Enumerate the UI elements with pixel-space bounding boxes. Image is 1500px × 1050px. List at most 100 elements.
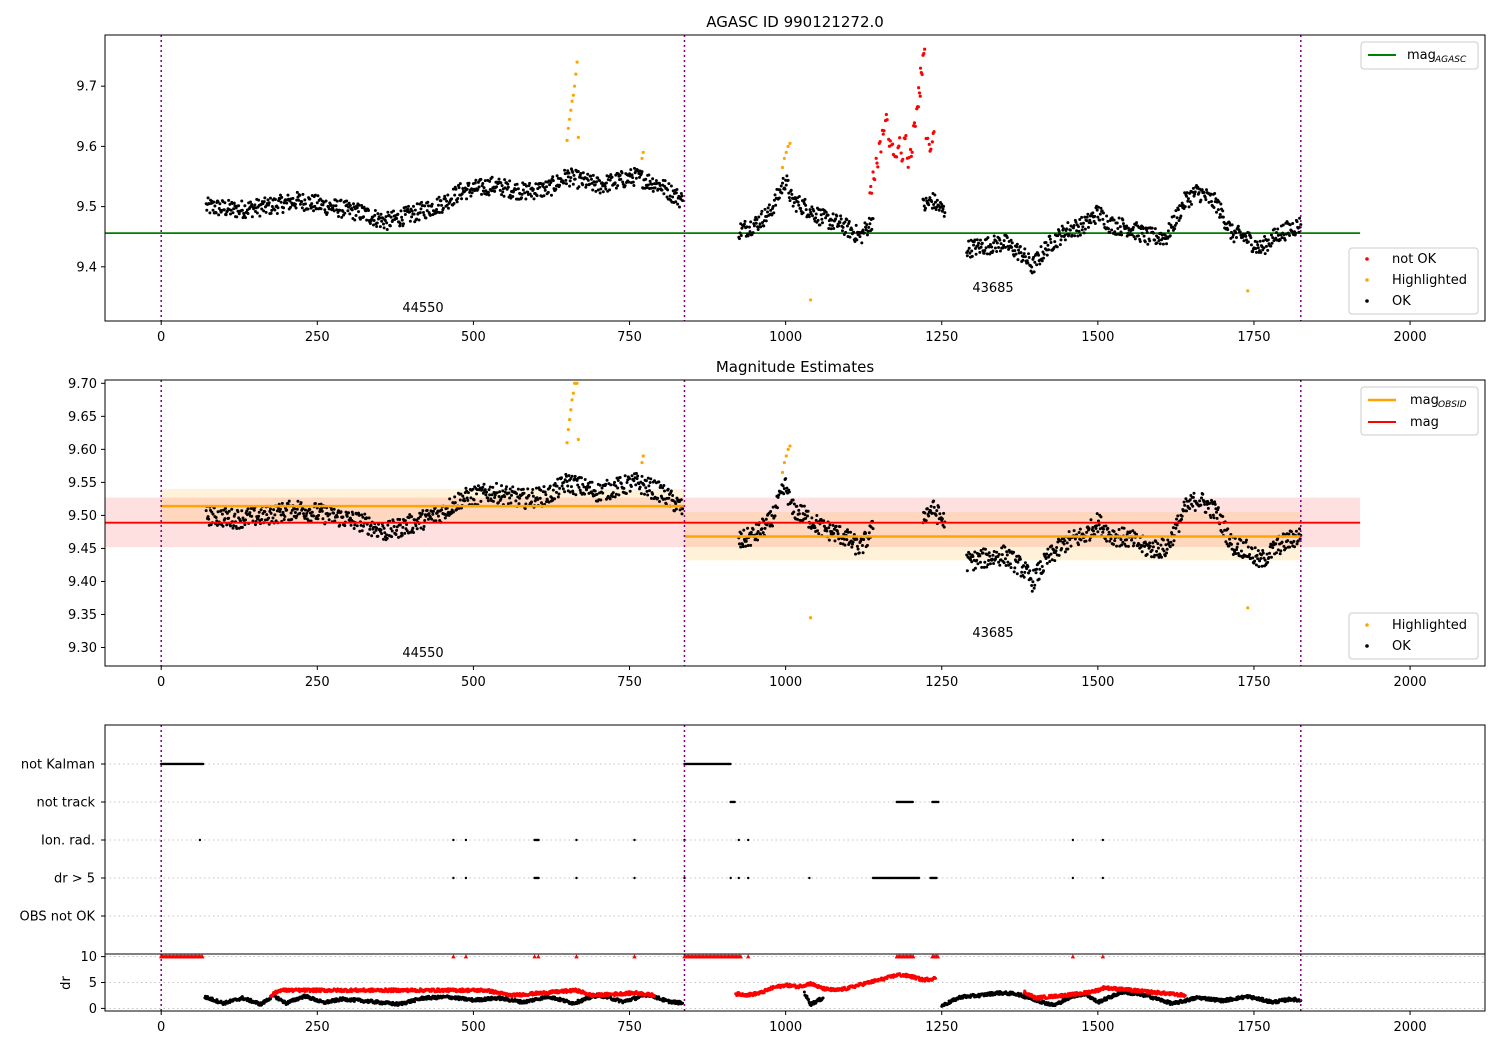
data-point <box>529 500 533 504</box>
data-point <box>1279 233 1283 237</box>
data-point <box>650 182 654 186</box>
data-point <box>476 188 480 192</box>
data-point <box>1107 530 1111 534</box>
data-point <box>1156 546 1160 550</box>
data-point <box>487 488 491 492</box>
data-point <box>410 515 414 519</box>
data-point <box>1058 539 1062 543</box>
data-point <box>216 510 220 514</box>
data-point <box>1076 234 1080 238</box>
data-point <box>469 496 473 500</box>
data-point <box>313 193 317 197</box>
data-point <box>813 526 817 530</box>
data-point <box>927 203 931 207</box>
data-point <box>379 528 383 532</box>
data-point <box>927 514 931 518</box>
data-point <box>1204 510 1208 514</box>
data-point <box>317 513 321 517</box>
data-point <box>1124 544 1128 548</box>
data-point <box>822 212 826 216</box>
data-point <box>259 508 263 512</box>
data-point <box>1067 530 1071 534</box>
highlighted-point <box>572 84 577 88</box>
data-point <box>222 208 226 212</box>
data-point <box>669 489 673 493</box>
data-point <box>1263 252 1267 256</box>
data-point <box>674 200 678 204</box>
data-point <box>1088 218 1092 222</box>
data-point <box>792 502 796 506</box>
data-point <box>1256 246 1260 250</box>
data-point <box>408 210 412 214</box>
data-point <box>848 235 852 239</box>
data-point <box>481 485 485 489</box>
data-point <box>765 523 769 527</box>
data-point <box>630 474 634 478</box>
data-point <box>1175 523 1179 527</box>
data-point <box>374 528 378 532</box>
data-point <box>608 178 612 182</box>
highlighted-point <box>788 444 792 448</box>
data-point <box>1053 559 1057 563</box>
x-tick-label: 1250 <box>925 330 958 345</box>
highlighted-point <box>784 150 788 155</box>
data-point <box>503 178 507 182</box>
data-point <box>982 251 986 255</box>
data-point <box>1022 575 1026 579</box>
data-point <box>1203 502 1207 506</box>
data-point <box>378 225 382 229</box>
data-point <box>493 189 497 193</box>
data-point <box>303 198 307 202</box>
data-point <box>488 179 492 183</box>
data-point <box>1258 559 1262 563</box>
data-point <box>922 204 926 208</box>
data-point <box>645 489 649 493</box>
data-point <box>551 179 555 183</box>
data-point <box>1078 233 1082 237</box>
data-point <box>777 196 781 200</box>
data-point <box>551 488 555 492</box>
data-point <box>681 1001 685 1005</box>
data-point <box>1228 537 1232 541</box>
data-point <box>1009 238 1013 242</box>
data-point <box>789 188 793 192</box>
data-point <box>1106 227 1110 231</box>
data-point <box>1125 538 1129 542</box>
data-point <box>541 182 545 186</box>
data-point <box>624 491 628 495</box>
data-point <box>579 476 583 480</box>
data-point <box>472 498 476 502</box>
data-point <box>1209 192 1213 196</box>
data-point <box>604 187 608 191</box>
data-point <box>1131 544 1135 548</box>
data-point <box>1098 218 1102 222</box>
data-point <box>1040 259 1044 263</box>
data-point <box>1188 507 1192 511</box>
data-point <box>532 197 536 201</box>
data-point <box>1200 188 1204 192</box>
data-point <box>596 188 600 192</box>
data-point <box>1213 191 1217 195</box>
data-point <box>1246 545 1250 549</box>
data-point <box>229 208 233 212</box>
data-point <box>1209 200 1213 204</box>
not-ok-point <box>871 170 875 174</box>
data-point <box>1213 502 1217 506</box>
data-point <box>987 551 991 555</box>
flag-point <box>917 876 921 880</box>
data-point <box>332 507 336 511</box>
data-point <box>785 174 789 178</box>
data-point <box>1266 238 1270 242</box>
data-point <box>1143 240 1147 244</box>
data-point <box>605 478 609 482</box>
data-point <box>499 181 503 185</box>
data-point <box>1267 556 1271 560</box>
data-point <box>856 547 860 551</box>
data-point <box>648 480 652 484</box>
data-point <box>595 492 599 496</box>
data-point <box>1125 234 1129 238</box>
data-point <box>341 515 345 519</box>
data-point <box>1292 539 1296 543</box>
data-point <box>1254 563 1258 567</box>
data-point <box>1155 553 1159 557</box>
